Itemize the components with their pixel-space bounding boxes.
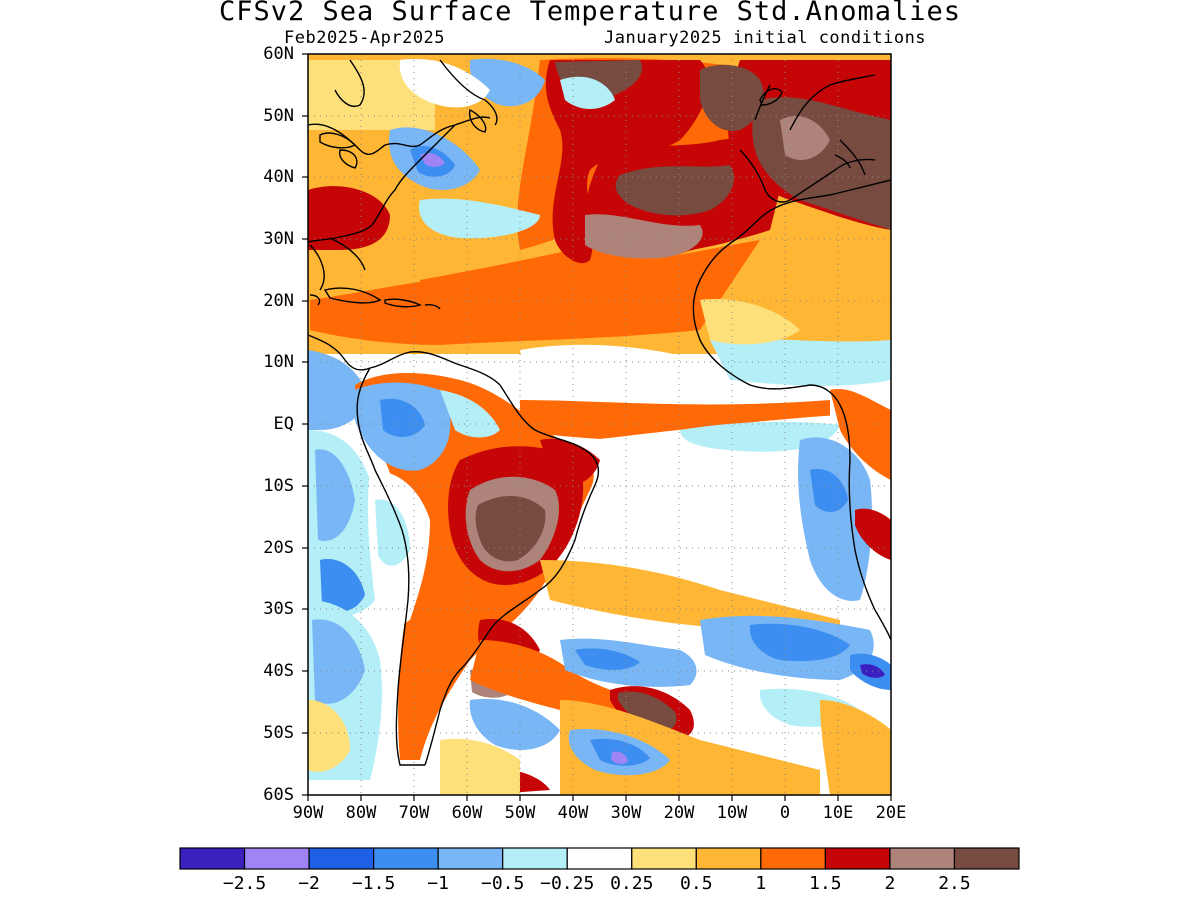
lat-label: 40S [263,661,294,681]
colorbar-swatch [373,847,439,870]
lat-label: 60N [263,44,294,64]
colorbar-label: −2.5 [222,873,267,894]
lon-label: 40W [557,803,589,823]
lat-label: 10N [263,352,294,372]
lon-label: 60W [451,803,483,823]
colorbar-label: 1.5 [809,873,842,894]
coastlines [308,59,891,766]
colorbar-label: −1.5 [351,873,396,894]
lat-label: 30S [263,599,294,619]
lon-label: 20E [875,803,907,823]
lon-label: 0 [779,803,791,823]
anomaly-field [308,54,891,795]
lat-label: 20S [263,538,294,558]
colorbar-swatch [308,847,375,870]
colorbar-swatch [760,847,826,870]
lat-label: 40N [263,167,294,187]
lon-label: 30W [610,803,642,823]
lon-label: 80W [345,803,377,823]
lat-label: 50S [263,723,294,743]
colorbar-swatch [437,847,504,870]
lon-label: 50W [504,803,536,823]
colorbar-label: 0.5 [680,873,713,894]
colorbar-swatch [953,847,1020,870]
colorbar-label: 2 [884,873,896,894]
lat-label: 10S [263,476,294,496]
lat-label: 50N [263,106,294,126]
colorbar-swatch [631,847,697,870]
colorbar-swatch [889,847,956,870]
tick-marks [302,53,892,801]
colorbar-swatch [179,847,246,870]
forecast-period: Feb2025-Apr2025 [284,28,446,48]
colorbar-swatch [566,847,633,870]
map-title: CFSv2 Sea Surface Temperature Std.Anomal… [219,0,961,27]
colorbar-label: 1 [755,873,767,894]
colorbar-label: 0.25 [610,873,654,894]
lat-label: EQ [273,414,294,434]
colorbar-swatch [502,847,568,870]
lon-label: 10E [822,803,854,823]
lon-label: 20W [663,803,695,823]
colorbar-label: −0.25 [540,873,595,894]
colorbar-label: −0.5 [481,873,525,894]
lon-label: 70W [398,803,430,823]
colorbar-label: 2.5 [938,873,971,894]
colorbar-label: −1 [427,873,449,894]
lat-label: 30N [263,229,294,249]
lon-label: 10W [716,803,748,823]
colorbar-swatch [695,847,762,870]
lat-label: 60S [263,785,294,805]
colorbar-swatch [243,847,310,870]
lat-label: 20N [263,291,294,311]
lon-label: 90W [292,803,324,823]
initial-conditions: January2025 initial conditions [604,28,927,48]
colorbar-label: −2 [298,873,320,894]
colorbar-swatch [824,847,891,870]
